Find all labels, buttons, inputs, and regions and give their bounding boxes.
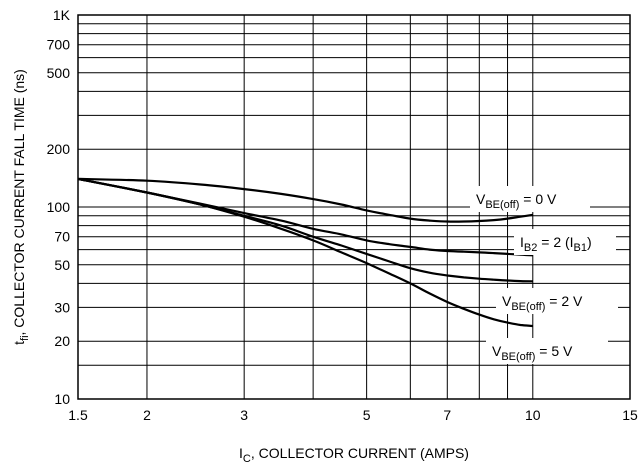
y-tick-label: 70 xyxy=(54,229,70,245)
annotation-bg xyxy=(470,186,590,212)
x-tick-labels: 1.5 2 3 5 7 10 15 xyxy=(68,407,638,423)
curve-series-2 xyxy=(77,177,533,283)
y-tick-label: 50 xyxy=(54,257,70,273)
annotation-label: IB2 = 2 (IB1) xyxy=(520,234,592,254)
annotation-1: IB2 = 2 (IB1) xyxy=(514,229,616,255)
annotation-layer: VBE(off) = 0 V IB2 = 2 (IB1) VBE(off) = 2 … xyxy=(470,186,618,364)
x-axis-label: IC, COLLECTOR CURRENT (AMPS) xyxy=(239,445,469,465)
curve-series-3 xyxy=(77,177,533,328)
annotation-bg xyxy=(486,338,608,364)
annotation-bg xyxy=(514,229,616,255)
x-tick-label: 3 xyxy=(240,407,248,423)
annotation-2: VBE(off) = 2 V xyxy=(496,288,618,314)
curve-series-0 xyxy=(77,177,533,223)
x-tick-label: 10 xyxy=(525,407,541,423)
y-tick-label: 500 xyxy=(47,65,71,81)
y-tick-label: 20 xyxy=(54,333,70,349)
annotation-0: VBE(off) = 0 V xyxy=(470,186,590,212)
annotation-label: VBE(off) = 2 V xyxy=(502,293,583,313)
y-tick-label: 30 xyxy=(54,299,70,315)
annotation-label: VBE(off) = 0 V xyxy=(476,191,557,211)
x-tick-label: 15 xyxy=(622,407,638,423)
x-tick-label: 7 xyxy=(443,407,451,423)
curve-series-1 xyxy=(77,177,533,257)
y-axis-label: tfi, COLLECTOR CURRENT FALL TIME (ns) xyxy=(11,69,31,345)
annotation-3: VBE(off) = 5 V xyxy=(486,338,608,364)
y-tick-label: 700 xyxy=(47,37,71,53)
curve-layer xyxy=(77,177,533,328)
plot-frame xyxy=(77,14,631,400)
y-tick-label: 200 xyxy=(47,141,71,157)
x-tick-label: 2 xyxy=(143,407,151,423)
y-tick-label: 100 xyxy=(47,199,71,215)
x-tick-label: 1.5 xyxy=(68,407,88,423)
y-tick-labels: 10 20 30 50 70 100 200 500 700 1K xyxy=(47,7,71,407)
y-tick-label: 10 xyxy=(54,391,70,407)
annotation-bg xyxy=(496,288,618,314)
annotation-label: VBE(off) = 5 V xyxy=(492,343,573,363)
x-tick-label: 5 xyxy=(363,407,371,423)
y-tick-label: 1K xyxy=(53,7,71,23)
